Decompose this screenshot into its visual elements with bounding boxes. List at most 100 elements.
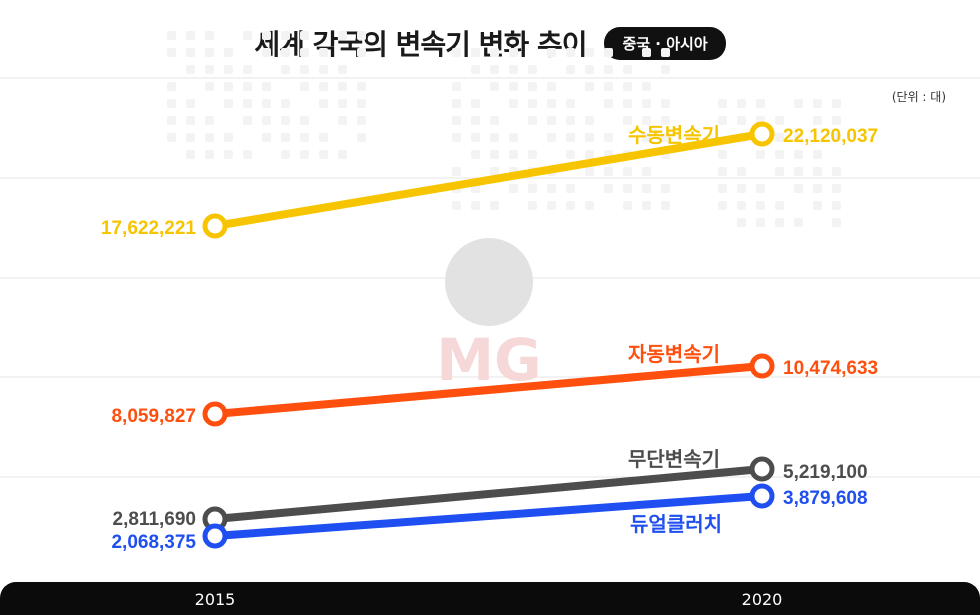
map-dot [205, 31, 214, 40]
map-dot [452, 167, 461, 176]
x-tick-label: 2020 [741, 590, 783, 609]
map-dot [585, 167, 594, 176]
map-dot [509, 133, 518, 142]
map-dot [205, 48, 214, 57]
map-dot [566, 133, 575, 142]
map-dot [528, 65, 537, 74]
map-dot [471, 116, 480, 125]
x-tick-label: 2015 [194, 590, 236, 609]
map-dot [775, 150, 784, 159]
map-dot [585, 201, 594, 210]
map-dot [186, 116, 195, 125]
map-dot [319, 99, 328, 108]
series-label: 무단변속기 [628, 447, 720, 471]
map-dot [832, 201, 841, 210]
map-dot [186, 31, 195, 40]
map-dot [756, 201, 765, 210]
map-dot [471, 48, 480, 57]
map-dot [585, 116, 594, 125]
map-dot [262, 31, 271, 40]
map-dot [357, 116, 366, 125]
data-label-2015: 17,622,221 [101, 218, 197, 239]
map-dot [737, 218, 746, 227]
map-dot [566, 201, 575, 210]
data-point [749, 483, 775, 509]
map-dot [319, 150, 328, 159]
map-dot [471, 99, 480, 108]
unit-label: (단위 : 대) [891, 90, 946, 104]
map-dot [357, 31, 366, 40]
map-dot [357, 99, 366, 108]
map-dot [585, 150, 594, 159]
map-dot [794, 218, 803, 227]
map-dot [243, 116, 252, 125]
series-label: 수동변속기 [628, 123, 720, 147]
map-dot [357, 133, 366, 142]
map-dot [205, 65, 214, 74]
map-dot [661, 201, 670, 210]
map-dot [338, 82, 347, 91]
x-axis-bar [0, 582, 980, 615]
title-row: 세계 각국의 변속기 변화 추이 중국 · 아시아 [0, 18, 980, 68]
map-dot [205, 150, 214, 159]
map-dot [528, 116, 537, 125]
map-dot [566, 184, 575, 193]
map-dot [300, 31, 309, 40]
map-dot [224, 48, 233, 57]
map-dot [813, 184, 822, 193]
map-dot [186, 48, 195, 57]
map-dot [775, 116, 784, 125]
map-dot [566, 116, 575, 125]
series-line-4 [211, 492, 766, 540]
map-dot [452, 116, 461, 125]
map-dot [338, 99, 347, 108]
map-dot [718, 116, 727, 125]
map-dot [243, 31, 252, 40]
map-dot [623, 184, 632, 193]
map-dot [737, 116, 746, 125]
map-dot [794, 150, 803, 159]
map-dot [642, 133, 651, 142]
data-label-2020: 5,219,100 [783, 462, 868, 483]
map-dot [718, 201, 727, 210]
map-dot [623, 82, 632, 91]
map-dot [205, 116, 214, 125]
map-dot [243, 150, 252, 159]
map-dot [452, 82, 461, 91]
map-dot [471, 201, 480, 210]
map-dot [547, 99, 556, 108]
data-label-2015: 8,059,827 [111, 406, 196, 427]
map-dot [604, 99, 613, 108]
map-dot [604, 133, 613, 142]
map-dot [490, 201, 499, 210]
map-dot [224, 82, 233, 91]
map-dot [661, 184, 670, 193]
map-dot [775, 201, 784, 210]
data-point [749, 456, 775, 482]
map-dot [813, 201, 822, 210]
map-dot [642, 167, 651, 176]
map-dot [281, 31, 290, 40]
map-dot [300, 48, 309, 57]
map-dot [547, 133, 556, 142]
map-dot [300, 133, 309, 142]
data-label-2020: 22,120,037 [783, 126, 878, 147]
map-dot [167, 82, 176, 91]
map-dot [319, 65, 328, 74]
watermark-logo-icon [445, 238, 533, 326]
map-dot [224, 65, 233, 74]
map-dot [490, 133, 499, 142]
map-dot [756, 184, 765, 193]
map-dot [490, 48, 499, 57]
data-point [749, 121, 775, 147]
map-dot [338, 65, 347, 74]
map-dot [623, 99, 632, 108]
map-dot [186, 150, 195, 159]
map-dot [262, 133, 271, 142]
map-dot [357, 82, 366, 91]
map-dot [794, 167, 803, 176]
map-dot [509, 150, 518, 159]
map-dot [547, 116, 556, 125]
map-dot [224, 150, 233, 159]
map-dot [490, 116, 499, 125]
